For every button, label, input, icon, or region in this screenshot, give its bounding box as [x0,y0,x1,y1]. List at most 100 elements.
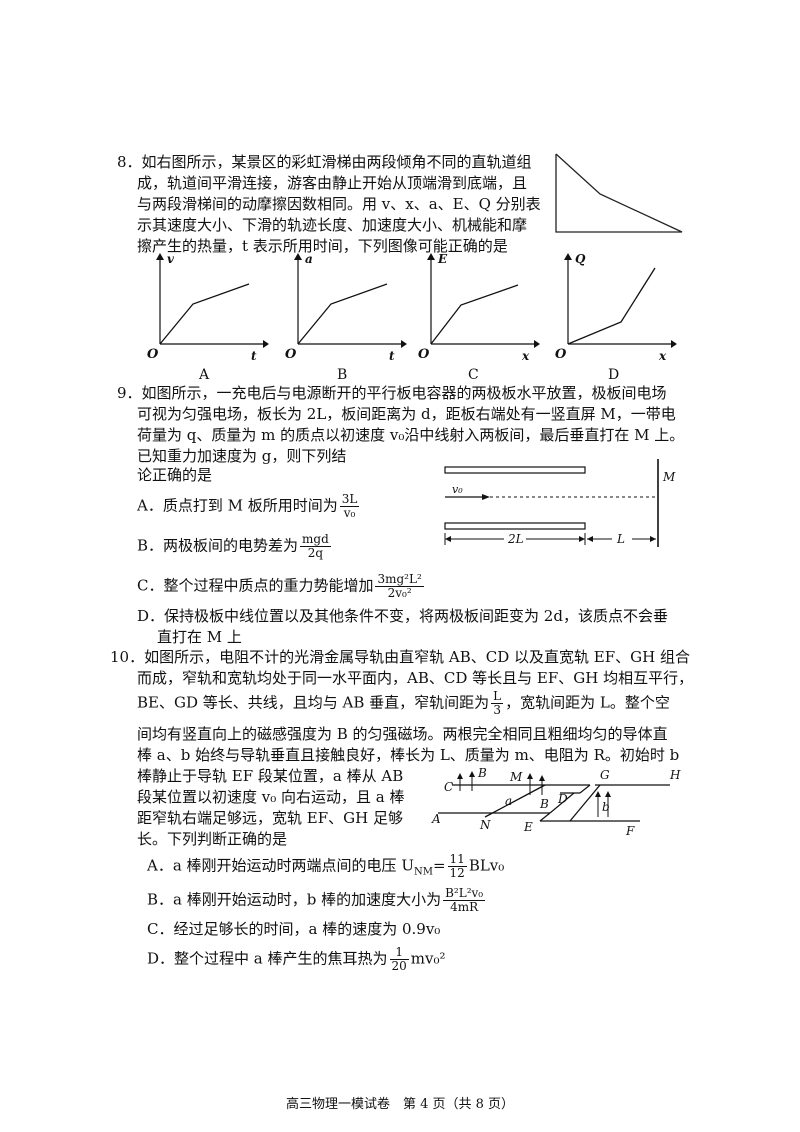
x-axis-label: x [658,349,667,363]
fraction-numerator: L [491,689,504,704]
q10-line-8: 距窄轨右端足够远，宽轨 EF、GH 足够 [137,809,403,827]
plate-length-label: 2L [507,532,524,546]
q10-option-a-text: A．a 棒刚开始运动时两端点间的电压 U [147,856,414,875]
fraction: mgd 2q [300,533,331,560]
page-footer: 高三物理一模试卷 第 4 页（共 8 页） [285,1097,515,1112]
q9-option-a: A．质点打到 M 板所用时间为 3L v₀ [137,493,361,520]
q9-option-d-line-1: D．保持极板中线位置以及其他条件不变，将两极板间距变为 2d，该质点不会垂 [137,607,668,625]
q10-line-9: 长。下列判断正确的是 [137,830,288,848]
q10-line-7: 段某位置以初速度 v₀ 向右运动，且 a 棒 [137,788,405,806]
option-label: C [468,367,479,380]
q9-option-d-line-2: 直打在 M 上 [157,628,242,646]
q9-option-c: C．整个过程中质点的重力势能增加 3mg²L² 2v₀² [137,573,426,600]
label-g: G [600,768,610,782]
velocity-label: v₀ [452,483,463,496]
x-axis-label: t [389,349,395,363]
y-axis-label: E [437,252,448,266]
fraction-denominator: 3 [493,703,501,717]
q10-option-c: C．经过足够长的时间，a 棒的速度为 0.9v₀ [147,920,441,938]
label-f: F [625,824,635,838]
label-n: N [479,818,491,832]
label-e: E [523,820,533,834]
screen-label: M [662,470,676,484]
q10-line-3-text: BE、GD 等长、共线，且均与 AB 垂直，窄轨间距为 [137,693,490,712]
fraction-numerator: 3mg²L² [375,572,424,587]
y-axis-label: Q [575,252,586,266]
label-h: H [669,768,681,782]
q10-line-1: 10．如图所示，电阻不计的光滑金属导轨由直窄轨 AB、CD 以及直宽轨 EF、G… [110,648,690,666]
q10-line-5: 棒 a、b 始终与导轨垂直且接触良好，棒长为 L、质量为 m、电阻为 R。初始时… [137,746,680,764]
fraction-numerator: mgd [300,532,331,547]
q10-line-4: 间均有竖直向上的磁感强度为 B 的匀强磁场。两根完全相同且粗细均匀的导体直 [137,725,668,743]
x-axis-label: x [521,349,530,363]
fraction-numerator: 11 [447,852,467,867]
option-label: B [337,367,347,380]
option-label: D [608,367,619,380]
origin-label: O [147,347,159,362]
fraction: 1 20 [389,946,409,973]
label-d: D [557,792,568,806]
q10-option-d-tail: mv₀² [410,949,446,968]
q10-option-a-tail: BLv₀ [468,856,505,875]
q8-line-5: 擦产生的热量，t 表示所用时间，下列图像可能正确的是 [137,237,508,255]
q10-option-d: D．整个过程中 a 棒产生的焦耳热为 1 20 mv₀² [147,946,446,973]
x-axis-label: t [251,349,257,363]
q9-option-a-text: A．质点打到 M 板所用时间为 [137,496,338,515]
fraction: 3L v₀ [339,492,360,520]
q9-option-b-text: B．两极板间的电势差为 [137,536,299,555]
q9-option-b: B．两极板间的电势差为 mgd 2q [137,533,333,560]
q10-option-b-text: B．a 棒刚开始运动时，b 棒的加速度大小为 [147,890,442,909]
fraction-numerator: 3L [339,492,360,507]
label-b-point: B [539,797,549,811]
fraction-numerator: B²L²v₀ [443,886,486,901]
slide-figure [555,153,683,233]
fraction-denominator: 4mR [450,900,479,914]
q10-line-3-tail: ，宽轨间距为 L。整个空 [505,693,670,712]
rod-a-label: a [505,794,512,808]
y-axis-label: a [305,252,313,266]
q9-line-3: 荷量为 q、质量为 m 的质点以初速度 v₀沿中线射入两板间，最后垂直打在 M … [137,426,685,444]
q10-line-3: BE、GD 等长、共线，且均与 AB 垂直，窄轨间距为 L 3 ，宽轨间距为 L。整个… [137,690,670,717]
rod-b-label: b [602,800,610,814]
label-b-field: B [477,766,487,780]
fraction-denominator: 2v₀² [387,586,412,600]
q8-line-3: 与两段滑梯间的动摩擦因数相同。用 v、x、a、E、Q 分别表 [137,195,541,213]
fraction-numerator: 1 [389,946,409,960]
q10-line-6: 棒静止于导轨 EF 段某位置，a 棒从 AB [137,767,404,785]
origin-label: O [285,347,297,362]
rails-figure: C B M G H a B D b A N E F [431,766,681,838]
q10-option-a: A．a 棒刚开始运动时两端点间的电压 UNM= 11 12 BLv₀ [147,853,504,882]
q9-line-1: 9．如图所示，一充电后与电源断开的平行板电容器的两极板水平放置，极板间电场 [117,384,667,402]
gap-label: L [616,532,625,546]
y-axis-label: v [167,252,175,266]
fraction: 11 12 [447,852,467,880]
capacitor-figure: v₀ M 2L L [444,459,676,547]
q10-option-d-text: D．整个过程中 a 棒产生的焦耳热为 [147,949,388,968]
label-m: M [509,770,523,784]
label-a: A [431,812,441,826]
fraction-denominator: v₀ [343,506,356,520]
equals-sign: = [432,856,446,875]
fraction-denominator: 12 [449,866,465,880]
origin-label: O [418,347,430,362]
option-label: A [198,367,210,380]
q10-line-2: 而成，窄轨和宽轨均处于同一水平面内，AB、CD 等长且与 EF、GH 均相互平行… [137,669,694,687]
subscript: NM [413,866,433,878]
q8-graph-a: O v t A [147,252,269,380]
fraction: B²L²v₀ 4mR [443,886,486,914]
q9-line-2: 可视为匀强电场，板长为 2L，板间距离为 d，距板右端处有一竖直屏 M，一带电 [137,405,676,423]
q8-graph-d: O Q x D [555,252,677,380]
q9-line-4: 已知重力加速度为 g，则下列结 [137,447,347,465]
q8-graph-c: O E x C [418,252,540,380]
q10-option-b: B．a 棒刚开始运动时，b 棒的加速度大小为 B²L²v₀ 4mR [147,887,487,914]
q8-line-4: 示其速度大小、下滑的轨迹长度、加速度大小、机械能和摩 [137,216,528,234]
q8-line-2: 成，轨道间平滑连接，游客由静止开始从顶端滑到底端，且 [137,174,528,192]
q8-line-1: 8．如右图所示，某景区的彩虹滑梯由两段倾角不同的直轨道组 [117,153,532,171]
q8-graph-b: O a t B [285,252,407,380]
fraction: 3mg²L² 2v₀² [375,572,424,600]
q9-line-5: 论正确的是 [137,466,213,484]
label-c: C [444,780,453,794]
origin-label: O [555,347,567,362]
q9-option-c-text: C．整个过程中质点的重力势能增加 [137,576,374,595]
